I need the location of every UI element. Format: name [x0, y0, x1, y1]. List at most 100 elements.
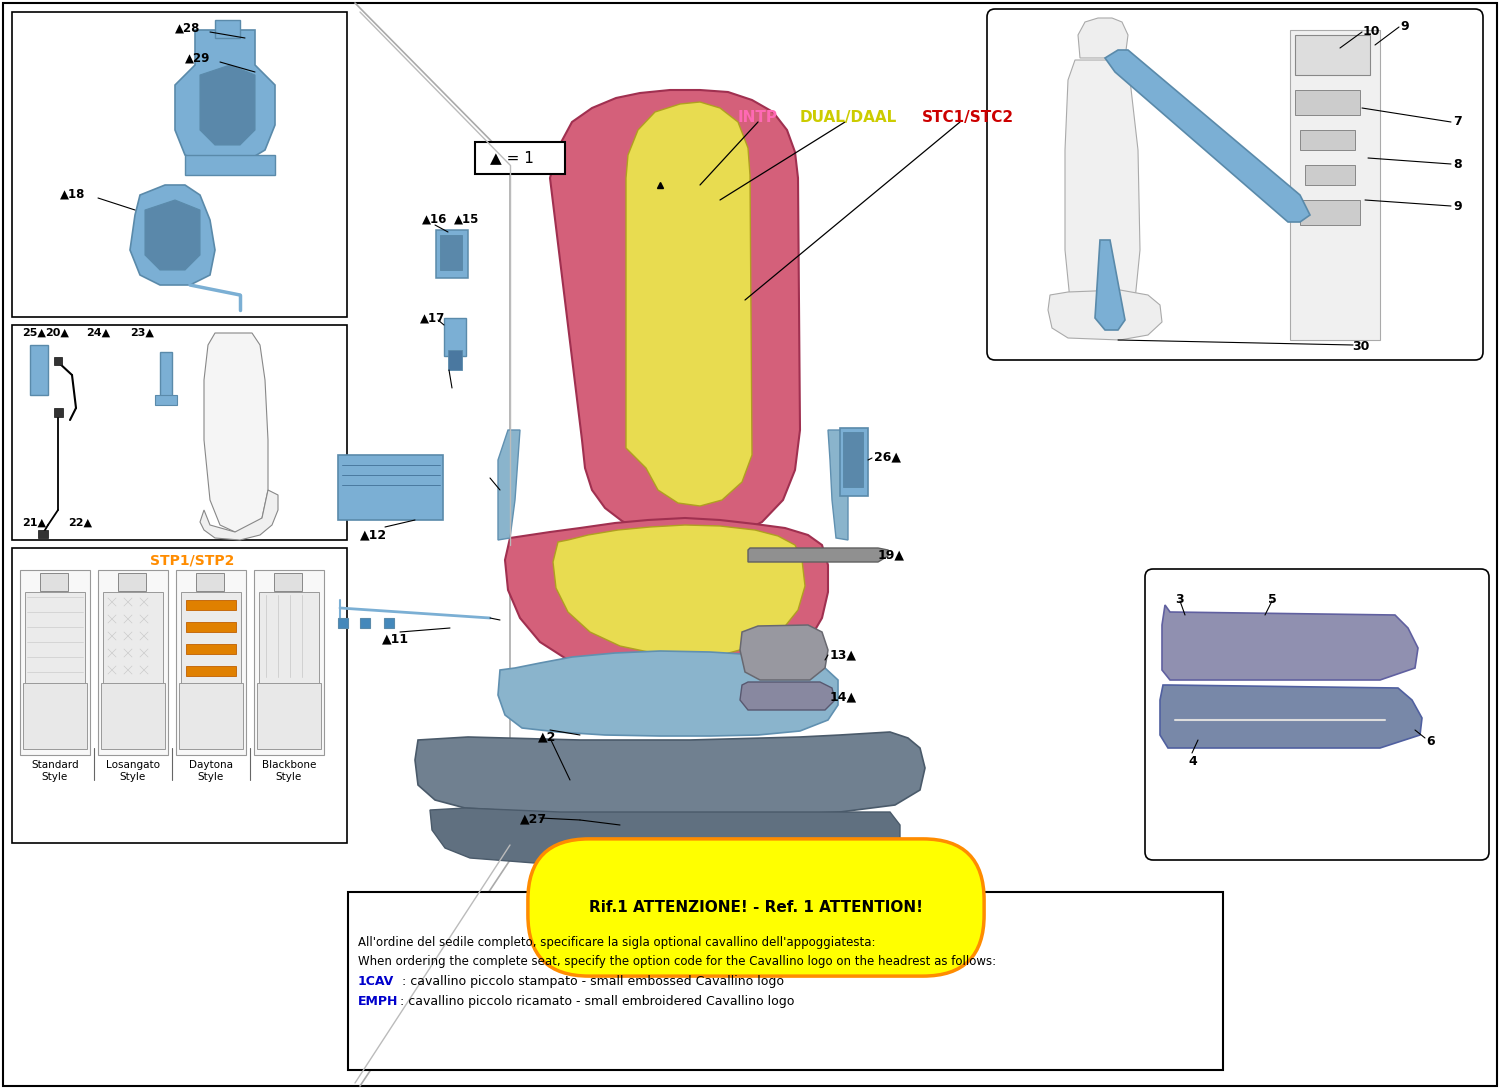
Text: 6: 6 [1426, 735, 1434, 748]
Bar [184, 155, 274, 175]
Text: ▲12: ▲12 [360, 528, 387, 541]
Bar [26, 592, 86, 699]
Text: Daytona
Style: Daytona Style [189, 760, 232, 782]
Text: All'ordine del sedile completo, specificare la sigla optional cavallino dell'app: All'ordine del sedile completo, specific… [358, 937, 876, 949]
Bar [196, 573, 223, 591]
Text: 3: 3 [1174, 594, 1184, 605]
Text: INTP: INTP [738, 110, 778, 125]
Polygon shape [1162, 605, 1418, 680]
Polygon shape [506, 518, 828, 680]
Ellipse shape [1239, 643, 1262, 682]
Bar [22, 683, 87, 749]
Polygon shape [740, 625, 828, 680]
Polygon shape [146, 200, 200, 270]
Text: 10: 10 [1364, 25, 1380, 38]
Bar [12, 325, 346, 540]
Text: When ordering the complete seat, specify the option code for the Cavallino logo : When ordering the complete seat, specify… [358, 955, 996, 968]
Ellipse shape [114, 375, 126, 390]
Polygon shape [656, 115, 722, 170]
Circle shape [844, 432, 861, 448]
Text: 19▲: 19▲ [878, 548, 904, 561]
Bar [182, 592, 242, 699]
Bar [98, 570, 168, 755]
Polygon shape [498, 430, 520, 540]
Polygon shape [498, 651, 838, 736]
Bar [338, 617, 348, 628]
Text: ▲28: ▲28 [176, 22, 201, 35]
Polygon shape [200, 65, 255, 145]
Bar [20, 570, 90, 755]
Bar [440, 235, 462, 270]
Text: 25▲: 25▲ [22, 328, 46, 338]
Text: STC1/STC2: STC1/STC2 [922, 110, 1014, 125]
Polygon shape [748, 548, 888, 562]
Bar [1305, 166, 1354, 185]
Text: Standard
Style: Standard Style [32, 760, 80, 782]
Bar [118, 573, 146, 591]
Text: 30: 30 [1352, 340, 1370, 353]
Text: 14▲: 14▲ [830, 690, 856, 703]
Bar [840, 428, 868, 495]
Text: ▲2: ▲2 [538, 730, 556, 743]
Polygon shape [1106, 50, 1310, 222]
Bar [1300, 200, 1360, 225]
Polygon shape [630, 98, 742, 178]
Ellipse shape [99, 356, 141, 408]
Text: DUAL/DAAL: DUAL/DAAL [800, 110, 897, 125]
Bar [38, 530, 48, 538]
Text: ▲17: ▲17 [420, 313, 446, 325]
Polygon shape [200, 490, 278, 540]
FancyBboxPatch shape [987, 9, 1484, 360]
Text: 24▲: 24▲ [86, 328, 109, 338]
Circle shape [446, 262, 458, 274]
Polygon shape [1095, 240, 1125, 330]
Ellipse shape [1190, 643, 1210, 682]
Text: 5: 5 [1268, 594, 1276, 605]
Bar [476, 142, 566, 174]
FancyBboxPatch shape [1144, 568, 1490, 860]
Bar [160, 352, 172, 402]
Text: ▲16: ▲16 [422, 213, 447, 227]
Bar [186, 666, 236, 676]
Bar [436, 230, 468, 278]
Polygon shape [1078, 19, 1128, 58]
Bar [154, 395, 177, 405]
Bar [360, 617, 370, 628]
Bar [254, 570, 324, 755]
Bar [12, 12, 346, 317]
Bar [274, 573, 302, 591]
Text: Losangato
Style: Losangato Style [106, 760, 160, 782]
Text: 21▲: 21▲ [22, 518, 46, 528]
Circle shape [158, 217, 194, 253]
Bar [54, 357, 62, 365]
Bar [178, 683, 243, 749]
Text: 4: 4 [1188, 755, 1197, 768]
Bar [40, 573, 68, 591]
Text: EMPH: EMPH [358, 995, 399, 1008]
Text: : cavallino piccolo stampato - small embossed Cavallino logo: : cavallino piccolo stampato - small emb… [398, 975, 784, 988]
Bar [348, 892, 1222, 1070]
Bar [186, 644, 236, 654]
Polygon shape [1160, 685, 1422, 748]
Polygon shape [430, 808, 900, 867]
Polygon shape [740, 682, 836, 710]
Polygon shape [416, 732, 926, 816]
Circle shape [1102, 333, 1118, 347]
Bar [256, 683, 321, 749]
Polygon shape [176, 30, 274, 166]
Ellipse shape [1329, 643, 1352, 682]
Text: Blackbone
Style: Blackbone Style [262, 760, 316, 782]
Text: 20▲: 20▲ [45, 328, 69, 338]
Bar [30, 345, 48, 395]
Bar [444, 318, 466, 356]
Polygon shape [550, 90, 800, 543]
Text: 8: 8 [1454, 158, 1461, 171]
Text: ▲ = 1: ▲ = 1 [490, 150, 534, 166]
Polygon shape [130, 185, 214, 285]
Bar [384, 617, 394, 628]
Text: 26▲: 26▲ [874, 450, 902, 463]
Text: 23▲: 23▲ [130, 328, 154, 338]
Text: Rif.1 ATTENZIONE! - Ref. 1 ATTENTION!: Rif.1 ATTENZIONE! - Ref. 1 ATTENTION! [590, 900, 922, 915]
Bar [186, 622, 236, 632]
Bar [54, 408, 63, 417]
